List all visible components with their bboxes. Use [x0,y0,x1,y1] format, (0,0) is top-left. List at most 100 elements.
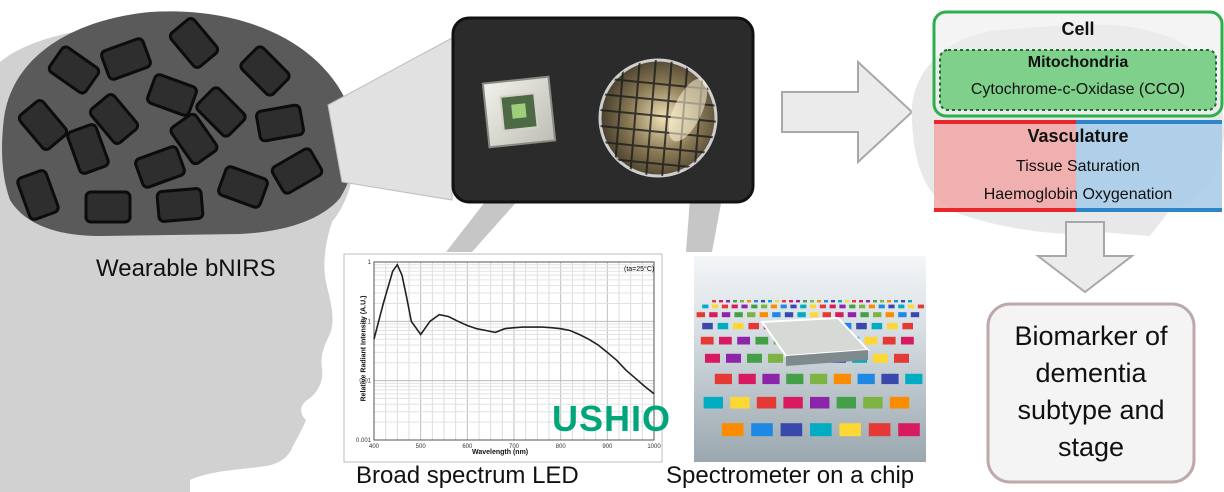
sensor-tile [748,322,759,330]
sensor-tile [817,300,821,303]
sensor-tile [761,304,768,309]
mitochondria-title: Mitochondria [1027,54,1129,71]
sensor-tile [839,423,861,437]
haemoglobin-oxygenation-label: Haemoglobin Oxygenation [983,186,1173,203]
zoom-wedge-spectrometer [686,198,722,252]
sensor-tile [908,300,912,303]
sensor-tile [721,423,744,437]
sensor-tile [726,300,730,303]
sensor-tile [702,322,713,330]
sensor-tile [700,336,714,345]
sensor-tile [860,312,869,318]
sensor-tile [747,353,762,363]
led-plot-condition: (ta=25°C) [624,266,655,273]
led-caption: Broad spectrum LED [356,462,579,489]
sensor-tile [910,312,920,318]
sensor-tile [849,304,856,309]
x-tick-label: 1000 [647,444,661,450]
sensor-tile [705,353,720,363]
x-tick-label: 600 [462,444,473,450]
sensor-tile [887,300,891,303]
sensor-tile [917,304,924,309]
vasculature-title: Vasculature [1027,126,1129,146]
sensor-tile [873,312,882,318]
cell-title: Cell [1061,19,1095,39]
sensor-tile [856,322,867,330]
sensor-tile [768,300,772,303]
sensor-tile [868,423,891,437]
sensor-tile [747,312,756,318]
sensor-tile [810,300,814,303]
sensor-tile [797,312,806,318]
sensor-tile [894,353,909,363]
sensor-tile [712,304,719,309]
biomarker-text: Biomarker of dementia subtype and stage [1014,321,1168,462]
zoom-wedge-led [446,198,520,252]
sensor-tile [770,304,777,309]
sensor-tile [859,304,866,309]
arrow-to-biomarker [1035,221,1135,294]
sensor-tile [717,322,729,330]
mitochondria-box [939,49,1217,111]
sensor-tile [831,300,835,303]
sensor-tile [878,304,885,309]
sensor-tile [803,300,807,303]
spectrometer-chip-image [694,256,926,462]
sensor-tile [756,396,777,409]
biomarker-box [986,302,1196,484]
sensor-tile [898,304,905,309]
sensor-tile [887,322,898,330]
led-chip [481,75,557,149]
sensor-tile [902,322,913,330]
sensor-tile [866,300,870,303]
spectrum-series-line [373,263,655,395]
x-tick-label: 900 [602,444,613,450]
sensor-tile [784,312,794,318]
sensor-tile [880,300,884,303]
sensor-tile [738,373,756,385]
sensor-tile [712,300,716,303]
sensor-tile [810,304,817,309]
sensor-tile [747,300,751,303]
vasculature-blue-half [1076,122,1222,210]
sensor-tile [759,312,768,318]
sensor-tile [829,304,836,309]
sensor-tile [833,373,851,385]
sensor-tile [730,396,750,409]
sensor-tile [819,304,826,309]
sensor-tile [822,312,831,318]
zoom-wedge-head [327,37,453,201]
sensor-tile [847,312,857,318]
sensor-tile [905,373,923,385]
sensor-tile [838,300,842,303]
sensor-tile [836,396,856,409]
y-tick-label: 0.1 [363,319,372,325]
sensor-tile [882,336,896,345]
sensor-tile [824,300,828,303]
plot-area [373,261,655,441]
sensor-tile [755,336,769,345]
spectrometer-caption: Spectrometer on a chip [666,462,915,489]
sensor-tile [901,300,905,303]
sensor-tile [721,312,731,318]
sensor-tile [768,353,783,363]
sensor-tile [871,322,883,330]
led-spectrum-plot: 400 500 600 700 800 900 1000 1 0.1 0.01 0.001 [356,260,661,450]
sensor-tile [864,336,878,345]
sensor-tile [790,304,797,309]
sensor-tile [873,353,888,363]
sensor-tile [898,423,920,437]
sensor-tile [780,304,787,309]
sensor-tile [873,300,877,303]
sensor-tile [783,396,803,409]
sensor-tile [885,312,894,318]
sensor-tile [733,300,737,303]
sensor-tile [789,300,793,303]
sensor-tile [810,396,830,409]
sensor-tile [810,312,819,318]
sensor-tile [857,373,875,385]
sensor-tile [737,336,750,345]
sensor-tile [852,300,856,303]
sensor-tile [726,353,741,363]
